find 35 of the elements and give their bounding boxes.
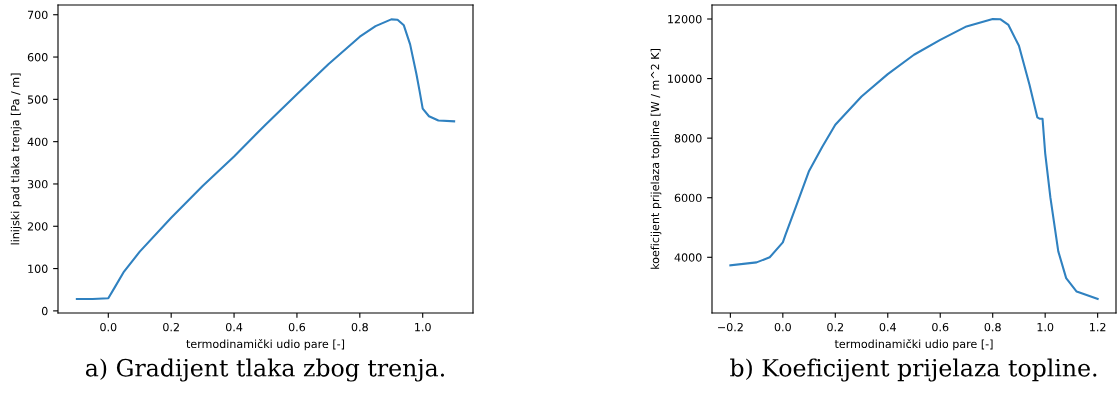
x-tick-label: −0.2 <box>718 322 743 332</box>
y-tick-label: 12000 <box>668 14 702 24</box>
x-tick-label: 0.4 <box>879 322 896 332</box>
x-axis-title: termodinamički udio pare [-] <box>834 339 993 351</box>
y-tick-label: 8000 <box>674 134 702 143</box>
y-tick-label: 600 <box>27 53 48 62</box>
y-tick-label: 500 <box>27 95 48 104</box>
y-axis-title: koeficijent prijelaza topline [W / m^2 K] <box>650 49 662 269</box>
x-tick-label: 1.2 <box>1090 322 1106 332</box>
text: a) Gradijent tlaka zbog trenja. <box>85 358 444 382</box>
y-tick-label: 6000 <box>674 193 702 203</box>
y-tick-label: 700 <box>27 10 48 20</box>
y-tick-label: 400 <box>27 137 48 147</box>
y-tick-label: 100 <box>28 264 48 273</box>
y-tick-label: 0 <box>41 306 48 316</box>
x-axis-title: termodinamički udio pare [-] <box>186 339 345 351</box>
x-tick-label: 0.2 <box>827 322 844 332</box>
x-tick-label: 0.2 <box>163 322 179 332</box>
y-axis-title: linijski pad tlaka trenja [Pa / m] <box>10 73 22 245</box>
x-tick-label: 1.0 <box>415 322 431 332</box>
x-tick-label: 0.0 <box>100 322 117 332</box>
line-series <box>729 17 1099 301</box>
y-tick-label: 300 <box>27 179 48 189</box>
text: b) Koeficijent prijelaza topline. <box>730 358 1097 382</box>
y-tick-label: 10000 <box>668 74 702 83</box>
x-tick-label: 0.0 <box>774 322 791 332</box>
x-tick-label: 1.0 <box>1037 322 1054 332</box>
y-tick-label: 200 <box>27 222 48 231</box>
y-tick-label: 4000 <box>674 253 702 262</box>
x-tick-label: 0.4 <box>225 322 243 332</box>
line-series <box>75 18 456 301</box>
x-tick-label: 0.6 <box>288 322 306 332</box>
x-tick-label: 0.6 <box>932 322 949 332</box>
x-tick-label: 0.8 <box>351 322 368 332</box>
x-tick-label: 0.8 <box>984 322 1001 332</box>
